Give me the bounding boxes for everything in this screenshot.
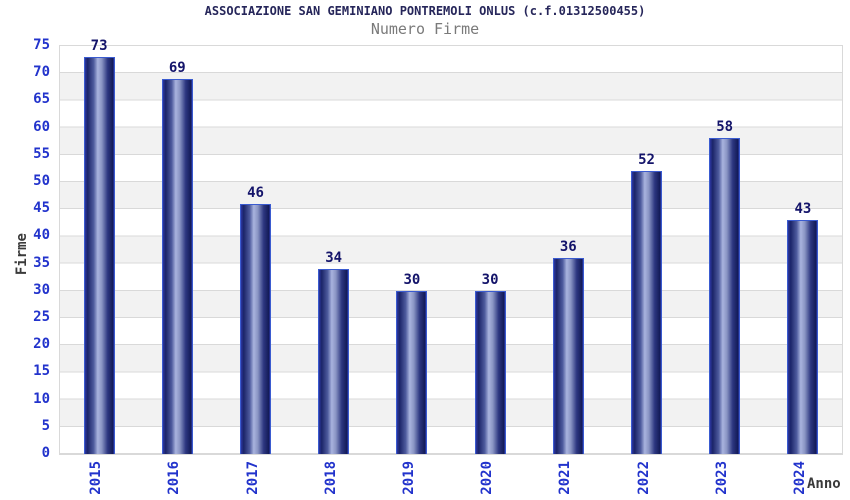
bar-value-label-2016: 69 (168, 59, 186, 76)
bar-2020 (474, 290, 506, 454)
bar-2023 (709, 138, 741, 454)
x-tick-label-2024: 2024 (791, 461, 808, 495)
chart-subtitle: Numero Firme (370, 20, 480, 38)
x-tick-label-2022: 2022 (635, 461, 652, 495)
y-tick-label-70: 70 (33, 64, 50, 81)
x-axis-label: Anno (807, 476, 841, 492)
x-tick-label-2019: 2019 (400, 461, 417, 495)
bar-value-label-2018: 34 (325, 250, 343, 267)
y-tick-label-50: 50 (33, 173, 50, 189)
y-tick-label-45: 45 (33, 200, 50, 217)
bar-2019 (396, 290, 428, 454)
x-tick-label-2020: 2020 (479, 461, 496, 495)
y-tick-label-30: 30 (33, 281, 50, 298)
y-tick-label-15: 15 (33, 363, 50, 380)
bar-2016 (161, 78, 193, 454)
bar-value-label-2015: 73 (90, 37, 108, 54)
bar-2024 (787, 220, 819, 454)
y-tick-label-55: 55 (33, 145, 50, 162)
y-tick-label-25: 25 (33, 309, 50, 325)
bar-value-label-2017: 46 (247, 184, 264, 201)
x-tick-label-2021: 2021 (557, 461, 574, 495)
bar-value-label-2024: 43 (794, 201, 812, 218)
chart-title: ASSOCIAZIONE SAN GEMINIANO PONTREMOLI ON… (204, 4, 646, 18)
bar-2015 (83, 56, 115, 454)
x-tick-label-2015: 2015 (88, 461, 105, 495)
bar-value-label-2020: 30 (481, 271, 499, 288)
y-tick-label-65: 65 (33, 91, 50, 108)
y-tick-label-40: 40 (33, 227, 50, 244)
plot-area: 73 69 46 34 30 30 36 52 58 43 (59, 38, 843, 455)
x-tick-label-2017: 2017 (244, 461, 261, 495)
bar-value-label-2021: 36 (559, 239, 577, 256)
y-tick-label-20: 20 (33, 336, 50, 353)
y-tick-label-5: 5 (41, 417, 50, 434)
bar-2017 (240, 203, 271, 454)
y-tick-label-10: 10 (33, 390, 50, 407)
y-tick-label-0: 0 (41, 445, 50, 461)
x-tick-label-2016: 2016 (166, 461, 183, 495)
bar-value-label-2023: 58 (716, 119, 734, 136)
x-tick-label-2018: 2018 (322, 461, 339, 495)
bar-2018 (318, 269, 350, 454)
x-tick-label-2023: 2023 (713, 461, 730, 495)
bar-2022 (631, 171, 662, 454)
bar-value-label-2022: 52 (638, 152, 655, 169)
y-tick-label-60: 60 (33, 118, 50, 135)
y-tick-label-75: 75 (33, 37, 50, 53)
bar-value-label-2019: 30 (403, 271, 421, 288)
y-tick-label-35: 35 (33, 254, 50, 271)
bar-2021 (552, 258, 584, 454)
